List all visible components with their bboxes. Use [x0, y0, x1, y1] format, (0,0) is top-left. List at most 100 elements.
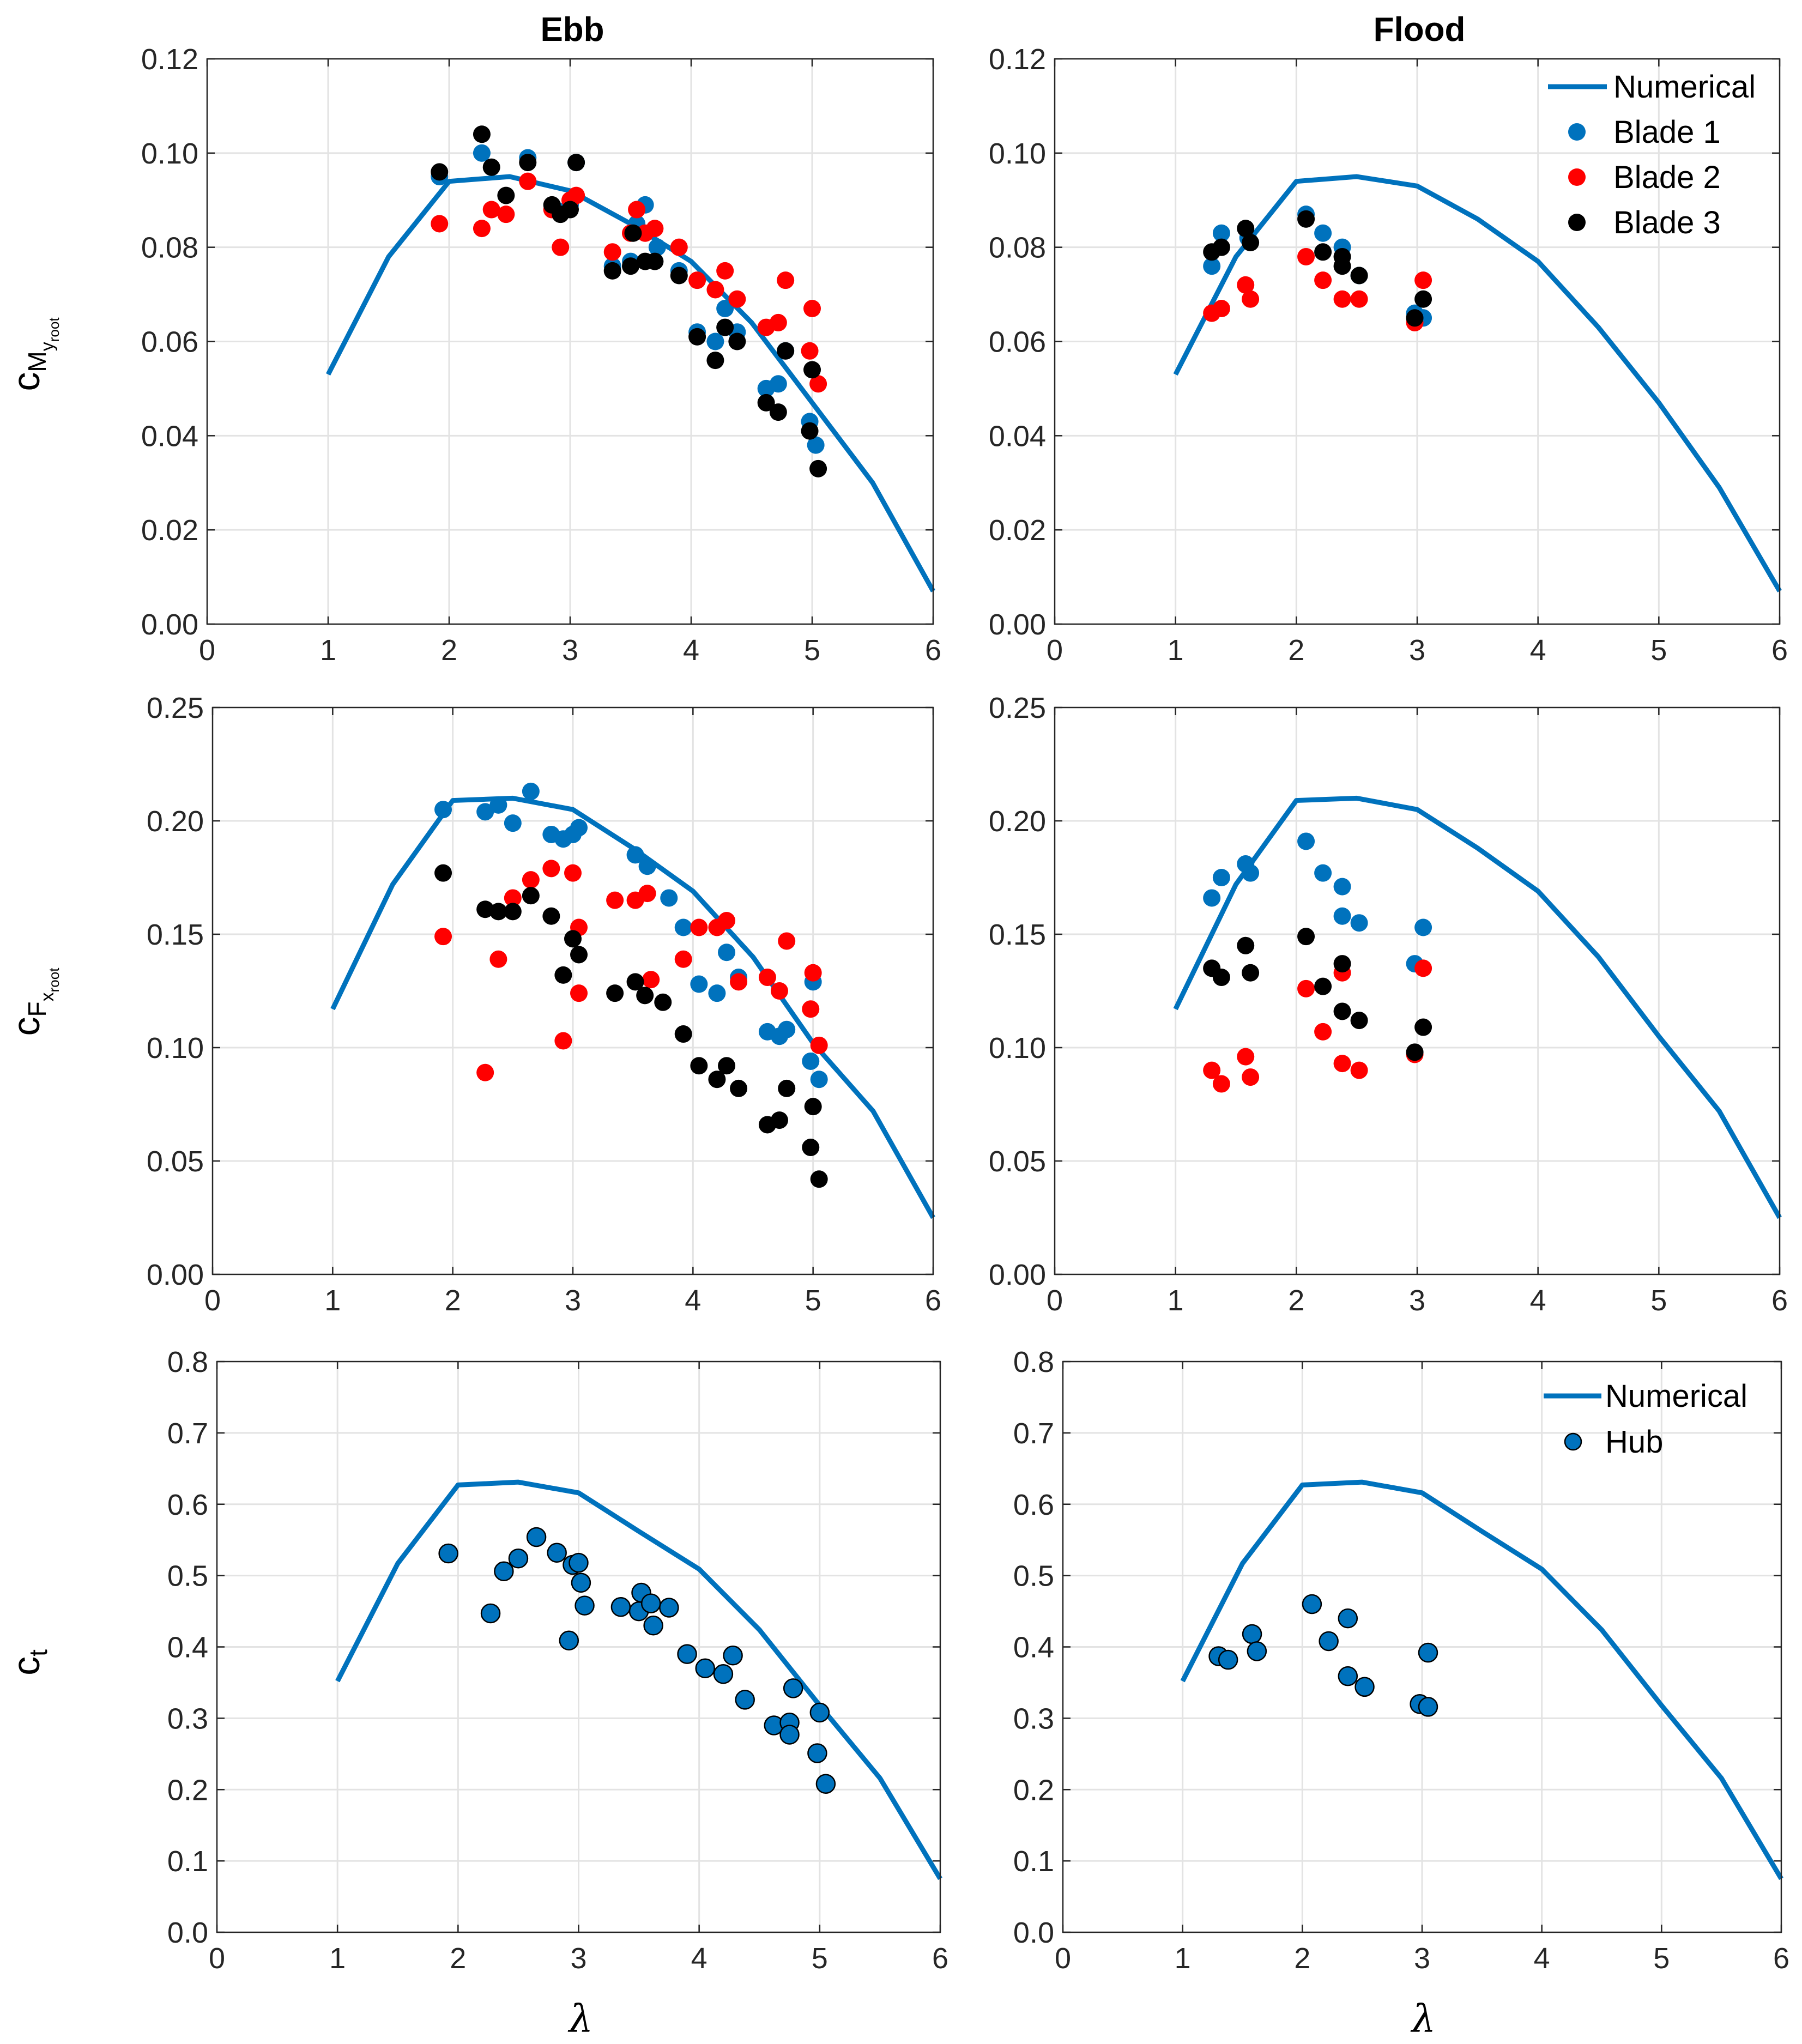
moment-ebb-ytick-label: 0.00 [141, 608, 198, 641]
thrust-flood-hub-point [1247, 1641, 1267, 1661]
moment-ebb-xtick-label: 1 [320, 634, 336, 667]
panel-thrust-flood: 0 1 2 3 4 5 6 0.0 0.1 0.2 0.3 0.4 0.5 0.6 0.7 0.8 [1013, 1346, 1789, 1975]
thrust-ebb-hub-point [815, 1774, 836, 1794]
moment-flood-blade3-point [1237, 220, 1255, 238]
moment-flood-blade3-point [1242, 234, 1260, 252]
y-label-thrust: ct [5, 1649, 52, 1676]
thrust-ebb-hub-point [713, 1664, 734, 1684]
thrust-flood-xtick-label: 0 [1055, 1942, 1071, 1975]
thrust-flood-hub-point [1242, 1624, 1262, 1644]
moment-ebb-blade3-point [803, 361, 821, 379]
moment-flood-xtick-label: 5 [1650, 634, 1667, 667]
force-ebb-ytick-label: 0.10 [147, 1032, 204, 1065]
moment-ebb-blade3-point [497, 186, 515, 204]
force-ebb-blade2-point [489, 950, 507, 968]
thrust-ebb-ytick-label: 0.6 [167, 1489, 208, 1521]
moment-ebb-blade2-point [628, 201, 646, 219]
thrust-flood-hub-point [1418, 1697, 1438, 1717]
moment-ebb-blade3-point [757, 394, 775, 412]
moment-flood-blade3-point [1297, 210, 1315, 228]
moment-ebb-blade1-point [716, 300, 734, 318]
column-title-flood: Flood [1374, 11, 1466, 49]
moment-ebb-blade3-point [624, 224, 642, 242]
moment-ebb-blade3-point [646, 252, 664, 270]
moment-ebb-blade2-point [801, 342, 819, 360]
force-flood-blade3-point [1242, 964, 1260, 982]
legend-blade3-marker [1568, 214, 1586, 231]
force-flood-blade1-point [1203, 889, 1221, 907]
force-ebb-xtick-label: 5 [805, 1284, 821, 1317]
thrust-ebb-hub-point [571, 1573, 591, 1593]
force-ebb-blade3-point [564, 930, 582, 948]
legend-hub-label-numerical: Numerical [1605, 1378, 1747, 1414]
force-ebb-blade2-point [542, 860, 560, 878]
legend-blades: Numerical Blade 1 Blade 2 Blade 3 [1548, 69, 1756, 240]
moment-ebb-blade2-point [777, 271, 795, 289]
force-ebb-blade1-point [708, 984, 726, 1002]
force-ebb-blade2-point [504, 889, 522, 907]
moment-flood-ytick-label: 0.04 [989, 420, 1046, 452]
force-ebb-xtick-label: 1 [324, 1284, 341, 1317]
moment-ebb-blade3-point [567, 154, 585, 172]
force-ebb-blade1-point [522, 782, 540, 800]
thrust-ebb-hub-point [807, 1743, 827, 1763]
moment-flood-blade3-point [1406, 309, 1424, 327]
force-flood-blade2-point [1212, 1075, 1230, 1093]
x-label-flood: λ [1410, 1997, 1436, 2041]
moment-ebb-blade3-point [561, 201, 579, 219]
moment-ebb-blade2-point [519, 172, 537, 190]
force-ebb-blade2-point [674, 950, 692, 968]
thrust-ebb-ytick-label: 0.0 [167, 1916, 208, 1949]
force-ebb-blade1-point [434, 801, 452, 819]
thrust-flood-ytick-label: 0.0 [1013, 1916, 1054, 1949]
legend-label-blade2: Blade 2 [1613, 160, 1721, 195]
thrust-ebb-hub-point [526, 1527, 547, 1547]
force-ebb-blade2-point [802, 1000, 820, 1018]
moment-flood-blade2-point [1333, 290, 1351, 308]
thrust-ebb-xtick-label: 1 [329, 1942, 346, 1975]
moment-ebb-xtick-label: 6 [925, 634, 941, 667]
thrust-ebb-hub-point [643, 1615, 663, 1636]
force-ebb-blade1-point [690, 975, 708, 993]
moment-ebb-ytick-label: 0.02 [141, 514, 198, 547]
force-ebb-blade1-point [674, 918, 692, 936]
force-ebb-blade2-point [522, 871, 540, 889]
y-label-force: cFxroot [5, 967, 62, 1036]
force-ebb-blade3-point [522, 887, 540, 905]
moment-flood-ytick-label: 0.02 [989, 514, 1046, 547]
moment-ebb-blade2-point [567, 186, 585, 204]
panel-thrust-ebb: 0 1 2 3 4 5 6 0.0 0.1 0.2 0.3 0.4 0.5 0.6 0.7 0.8 [167, 1346, 948, 1975]
y-label-thrust-sub: t [24, 1649, 52, 1656]
moment-ebb-blade2-point [706, 281, 724, 299]
legend-blade1-marker [1568, 123, 1586, 141]
legend-hub-label: Hub [1605, 1424, 1663, 1460]
moment-ebb-ytick-label: 0.08 [141, 232, 198, 264]
thrust-ebb-xtick-label: 5 [812, 1942, 828, 1975]
force-flood-blade2-point [1350, 1061, 1368, 1079]
force-flood-ytick-label: 0.10 [989, 1032, 1046, 1065]
moment-ebb-ytick-label: 0.10 [141, 137, 198, 170]
moment-ebb-xtick-label: 0 [199, 634, 215, 667]
force-ebb-xtick-label: 2 [445, 1284, 461, 1317]
force-ebb-blade2-point [804, 964, 822, 982]
moment-ebb-xtick-label: 4 [683, 634, 699, 667]
moment-flood-blade3-point [1414, 290, 1432, 308]
moment-flood-blade3-point [1314, 243, 1332, 261]
thrust-ebb-hub-point [809, 1702, 830, 1723]
force-flood-blade3-point [1314, 977, 1332, 995]
force-ebb-blade1-point [718, 944, 736, 961]
force-ebb-blade2-point [758, 969, 776, 987]
moment-ebb-blade2-point [482, 201, 500, 219]
force-ebb-blade3-point [504, 903, 522, 921]
moment-flood-blade3-point [1350, 267, 1368, 285]
thrust-ebb-ytick-label: 0.2 [167, 1774, 208, 1806]
force-ebb-blade3-point [730, 1079, 748, 1097]
force-flood-xtick-label: 5 [1650, 1284, 1667, 1317]
thrust-flood-xtick-label: 2 [1294, 1942, 1310, 1975]
force-ebb-blade2-point [570, 984, 588, 1002]
force-ebb-blade1-point [626, 846, 644, 864]
force-flood-blade3-point [1237, 936, 1255, 954]
force-flood-xtick-label: 2 [1288, 1284, 1304, 1317]
thrust-ebb-ytick-label: 0.1 [167, 1845, 208, 1878]
moment-flood-ytick-label: 0.00 [989, 608, 1046, 641]
